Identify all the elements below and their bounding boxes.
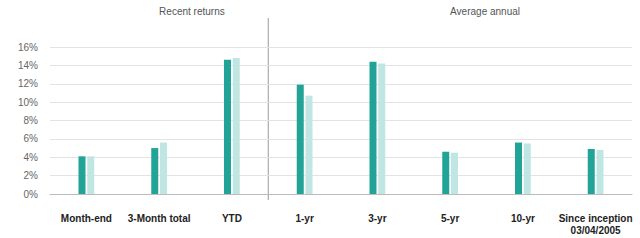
- svg-text:Month-end: Month-end: [61, 213, 112, 224]
- svg-text:3-Month total: 3-Month total: [128, 213, 191, 224]
- svg-text:Average annual: Average annual: [450, 6, 520, 17]
- svg-text:3-yr: 3-yr: [368, 213, 386, 224]
- svg-text:6%: 6%: [24, 133, 39, 144]
- svg-text:8%: 8%: [24, 115, 39, 126]
- svg-text:0%: 0%: [24, 189, 39, 200]
- svg-text:10-yr: 10-yr: [511, 213, 535, 224]
- svg-text:Since inception: Since inception: [559, 213, 633, 224]
- svg-text:YTD: YTD: [222, 213, 242, 224]
- svg-text:16%: 16%: [18, 42, 38, 53]
- svg-text:12%: 12%: [18, 78, 38, 89]
- svg-text:5-yr: 5-yr: [441, 213, 459, 224]
- svg-text:1-yr: 1-yr: [295, 213, 313, 224]
- svg-text:14%: 14%: [18, 60, 38, 71]
- svg-text:4%: 4%: [24, 152, 39, 163]
- svg-text:2%: 2%: [24, 170, 39, 181]
- svg-text:Recent returns: Recent returns: [159, 6, 225, 17]
- svg-text:10%: 10%: [18, 97, 38, 108]
- svg-text:03/04/2005: 03/04/2005: [571, 225, 621, 236]
